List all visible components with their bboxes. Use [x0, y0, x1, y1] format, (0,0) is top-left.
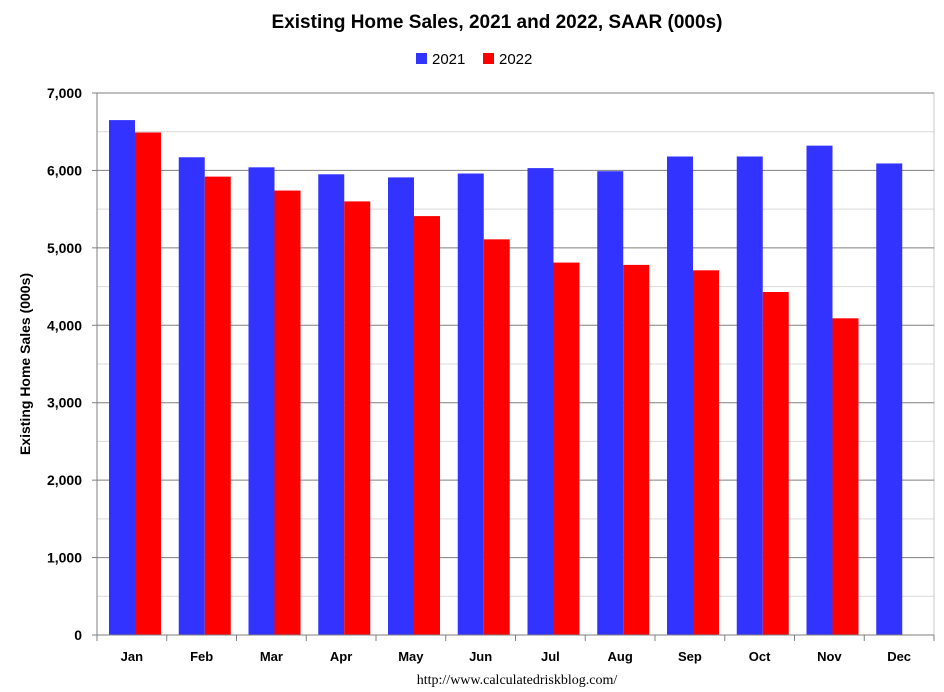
- legend-swatch-2022: [483, 53, 494, 64]
- x-tick-label: Jun: [469, 649, 492, 664]
- bar-2021-nov: [806, 145, 833, 635]
- bar-2021-apr: [318, 174, 345, 636]
- y-tick-label: 6,000: [47, 162, 82, 178]
- x-tick-labels: Jan Feb Mar Apr May Jun Jul Aug Sep Oct Nov Dec: [121, 649, 911, 664]
- legend: 2021 2022: [416, 51, 532, 68]
- bar-2021-sep: [667, 156, 693, 635]
- bar-2021-jan: [109, 120, 135, 636]
- bar-2022-jun: [483, 239, 510, 635]
- bar-2022-aug: [623, 264, 650, 635]
- legend-swatch-2021: [416, 53, 427, 64]
- bar-2021-jul: [527, 168, 554, 635]
- x-tick-label: Jul: [541, 649, 560, 664]
- bar-2022-jan: [135, 132, 161, 635]
- bar-2021-aug: [597, 171, 624, 635]
- source-url: http://www.calculatedriskblog.com/: [417, 673, 618, 688]
- x-tick-label: Feb: [190, 649, 213, 664]
- gridlines: [97, 92, 934, 597]
- x-tick-label: Mar: [260, 649, 283, 664]
- y-axis-label: Existing Home Sales (000s): [17, 273, 33, 455]
- x-tick-label: Nov: [817, 649, 842, 664]
- bars: [109, 120, 903, 636]
- y-tick-label: 3,000: [47, 395, 82, 411]
- y-tick-labels: 0 1,000 2,000 3,000 4,000 5,000 6,000 7,000: [47, 85, 82, 643]
- chart-title: Existing Home Sales, 2021 and 2022, SAAR…: [272, 12, 723, 33]
- legend-label-2022: 2022: [499, 51, 532, 68]
- bar-2022-sep: [693, 270, 719, 635]
- x-tick-label: Jan: [121, 649, 143, 664]
- axes: [92, 92, 935, 641]
- bar-2022-nov: [832, 318, 859, 635]
- bar-2021-may: [388, 177, 414, 635]
- y-tick-label: 0: [74, 627, 82, 643]
- bar-2022-may: [414, 216, 440, 635]
- bar-2021-feb: [178, 157, 205, 635]
- bar-2021-dec: [876, 163, 903, 635]
- bar-2021-oct: [736, 156, 763, 635]
- y-tick-label: 4,000: [47, 317, 82, 333]
- x-tick-label: Dec: [887, 649, 911, 664]
- bar-2022-apr: [344, 201, 371, 635]
- x-tick-label: Apr: [330, 649, 352, 664]
- bar-2022-jul: [553, 262, 580, 635]
- y-tick-label: 2,000: [47, 472, 82, 488]
- bar-2021-mar: [248, 167, 275, 635]
- bar-2022-oct: [762, 291, 789, 635]
- x-tick-label: May: [398, 649, 424, 664]
- y-tick-label: 7,000: [47, 85, 82, 101]
- x-tick-label: Oct: [749, 649, 771, 664]
- y-tick-label: 1,000: [47, 550, 82, 566]
- bar-2022-mar: [274, 190, 301, 635]
- x-tick-label: Sep: [678, 649, 702, 664]
- legend-label-2021: 2021: [432, 51, 465, 68]
- bar-2022-feb: [204, 176, 231, 635]
- y-tick-label: 5,000: [47, 240, 82, 256]
- bar-2021-jun: [457, 173, 484, 636]
- x-tick-label: Aug: [607, 649, 632, 664]
